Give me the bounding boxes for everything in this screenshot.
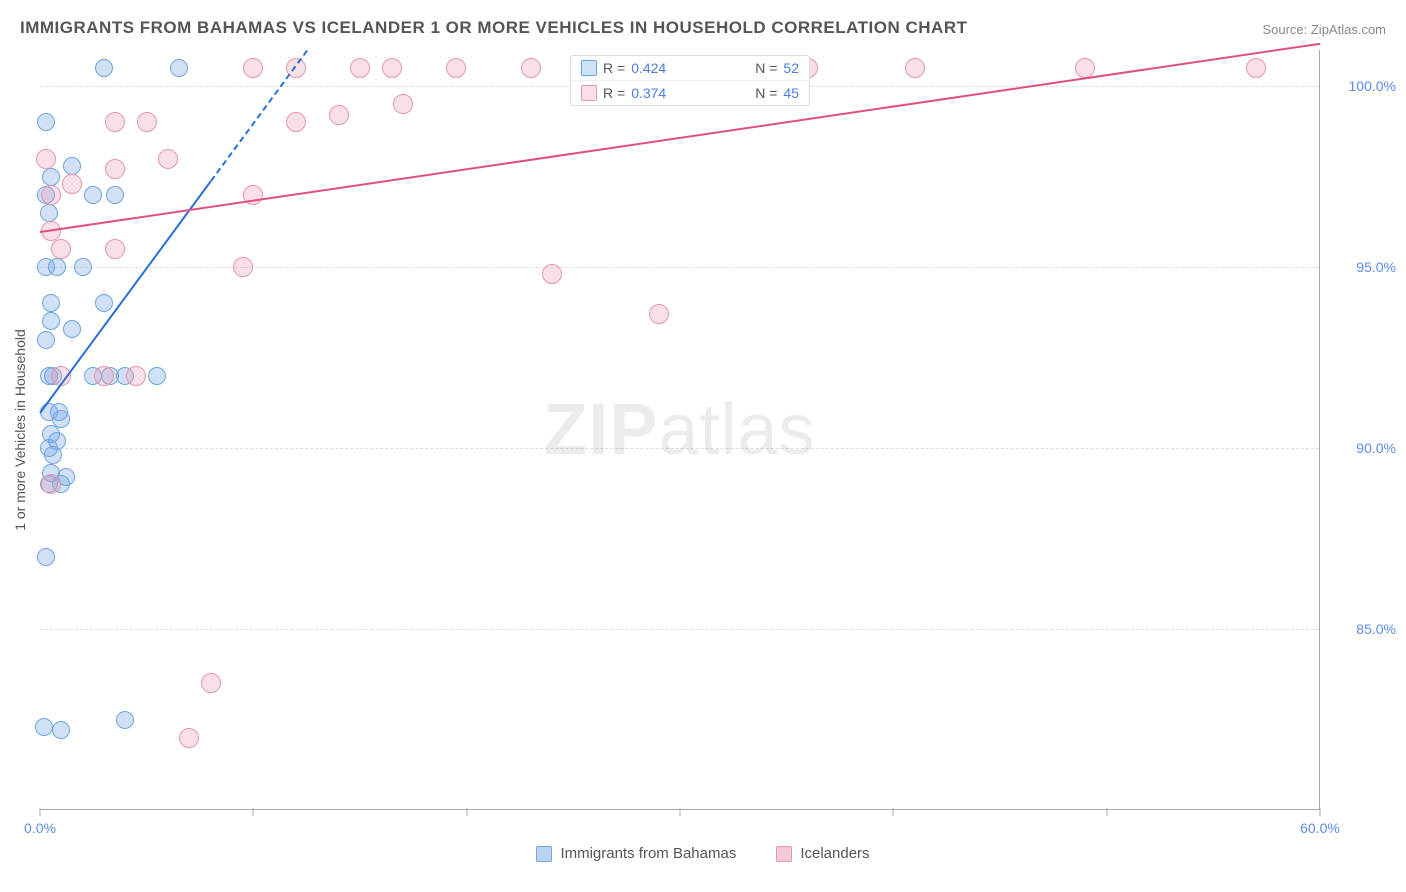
y-axis-label: 1 or more Vehicles in Household bbox=[12, 329, 28, 531]
data-point bbox=[50, 403, 68, 421]
data-point bbox=[63, 320, 81, 338]
gridline bbox=[40, 448, 1319, 449]
data-point bbox=[233, 257, 253, 277]
legend-r-value: 0.374 bbox=[631, 85, 666, 101]
y-tick-label: 100.0% bbox=[1349, 78, 1396, 94]
legend-n-value: 52 bbox=[783, 60, 799, 76]
data-point bbox=[393, 94, 413, 114]
legend-swatch bbox=[581, 85, 597, 101]
legend-n-label: N = bbox=[755, 85, 777, 101]
data-point bbox=[243, 58, 263, 78]
data-point bbox=[106, 186, 124, 204]
correlation-legend: R = 0.424 N = 52 R = 0.374 N = 45 bbox=[570, 55, 810, 106]
y-tick-label: 85.0% bbox=[1356, 621, 1396, 637]
legend-r-label: R = bbox=[603, 85, 625, 101]
data-point bbox=[126, 366, 146, 386]
data-point bbox=[1246, 58, 1266, 78]
data-point bbox=[48, 258, 66, 276]
data-point bbox=[40, 204, 58, 222]
data-point bbox=[41, 474, 61, 494]
legend-swatch bbox=[536, 846, 552, 862]
x-tick-mark bbox=[40, 808, 41, 816]
data-point bbox=[148, 367, 166, 385]
data-point bbox=[41, 185, 61, 205]
data-point bbox=[905, 58, 925, 78]
data-point bbox=[137, 112, 157, 132]
data-point bbox=[37, 113, 55, 131]
data-point bbox=[42, 312, 60, 330]
x-tick-mark bbox=[893, 808, 894, 816]
y-tick-label: 95.0% bbox=[1356, 259, 1396, 275]
data-point bbox=[179, 728, 199, 748]
legend-n-value: 45 bbox=[783, 85, 799, 101]
data-point bbox=[158, 149, 178, 169]
legend-row: R = 0.424 N = 52 bbox=[571, 56, 809, 80]
legend-r-value: 0.424 bbox=[631, 60, 666, 76]
data-point bbox=[201, 673, 221, 693]
legend-item: Icelanders bbox=[776, 845, 869, 862]
legend-swatch bbox=[776, 846, 792, 862]
data-point bbox=[62, 174, 82, 194]
series-legend: Immigrants from Bahamas Icelanders bbox=[0, 845, 1406, 862]
data-point bbox=[446, 58, 466, 78]
x-tick-label: 0.0% bbox=[24, 820, 56, 836]
x-tick-mark bbox=[466, 808, 467, 816]
data-point bbox=[105, 112, 125, 132]
source-attribution: Source: ZipAtlas.com bbox=[1262, 22, 1386, 37]
chart-title: IMMIGRANTS FROM BAHAMAS VS ICELANDER 1 O… bbox=[20, 18, 967, 38]
legend-r-label: R = bbox=[603, 60, 625, 76]
data-point bbox=[52, 721, 70, 739]
data-point bbox=[36, 149, 56, 169]
data-point bbox=[42, 168, 60, 186]
x-tick-mark bbox=[1106, 808, 1107, 816]
data-point bbox=[95, 294, 113, 312]
data-point bbox=[649, 304, 669, 324]
data-point bbox=[48, 432, 66, 450]
data-point bbox=[35, 718, 53, 736]
data-point bbox=[95, 59, 113, 77]
data-point bbox=[382, 58, 402, 78]
data-point bbox=[116, 711, 134, 729]
legend-label: Immigrants from Bahamas bbox=[560, 845, 736, 862]
data-point bbox=[1075, 58, 1095, 78]
x-tick-mark bbox=[253, 808, 254, 816]
data-point bbox=[286, 112, 306, 132]
plot-area: ZIPatlas bbox=[40, 50, 1320, 810]
data-point bbox=[350, 58, 370, 78]
data-point bbox=[84, 186, 102, 204]
legend-label: Icelanders bbox=[800, 845, 869, 862]
data-point bbox=[521, 58, 541, 78]
data-point bbox=[170, 59, 188, 77]
gridline bbox=[40, 629, 1319, 630]
data-point bbox=[51, 239, 71, 259]
legend-row: R = 0.374 N = 45 bbox=[571, 80, 809, 105]
x-tick-mark bbox=[1320, 808, 1321, 816]
legend-swatch bbox=[581, 60, 597, 76]
watermark: ZIPatlas bbox=[543, 389, 815, 471]
data-point bbox=[542, 264, 562, 284]
data-point bbox=[329, 105, 349, 125]
x-tick-mark bbox=[680, 808, 681, 816]
data-point bbox=[63, 157, 81, 175]
y-tick-label: 90.0% bbox=[1356, 440, 1396, 456]
data-point bbox=[42, 294, 60, 312]
x-tick-label: 60.0% bbox=[1300, 820, 1340, 836]
data-point bbox=[74, 258, 92, 276]
data-point bbox=[105, 159, 125, 179]
legend-n-label: N = bbox=[755, 60, 777, 76]
data-point bbox=[105, 239, 125, 259]
data-point bbox=[94, 366, 114, 386]
data-point bbox=[37, 331, 55, 349]
legend-item: Immigrants from Bahamas bbox=[536, 845, 736, 862]
data-point bbox=[37, 548, 55, 566]
